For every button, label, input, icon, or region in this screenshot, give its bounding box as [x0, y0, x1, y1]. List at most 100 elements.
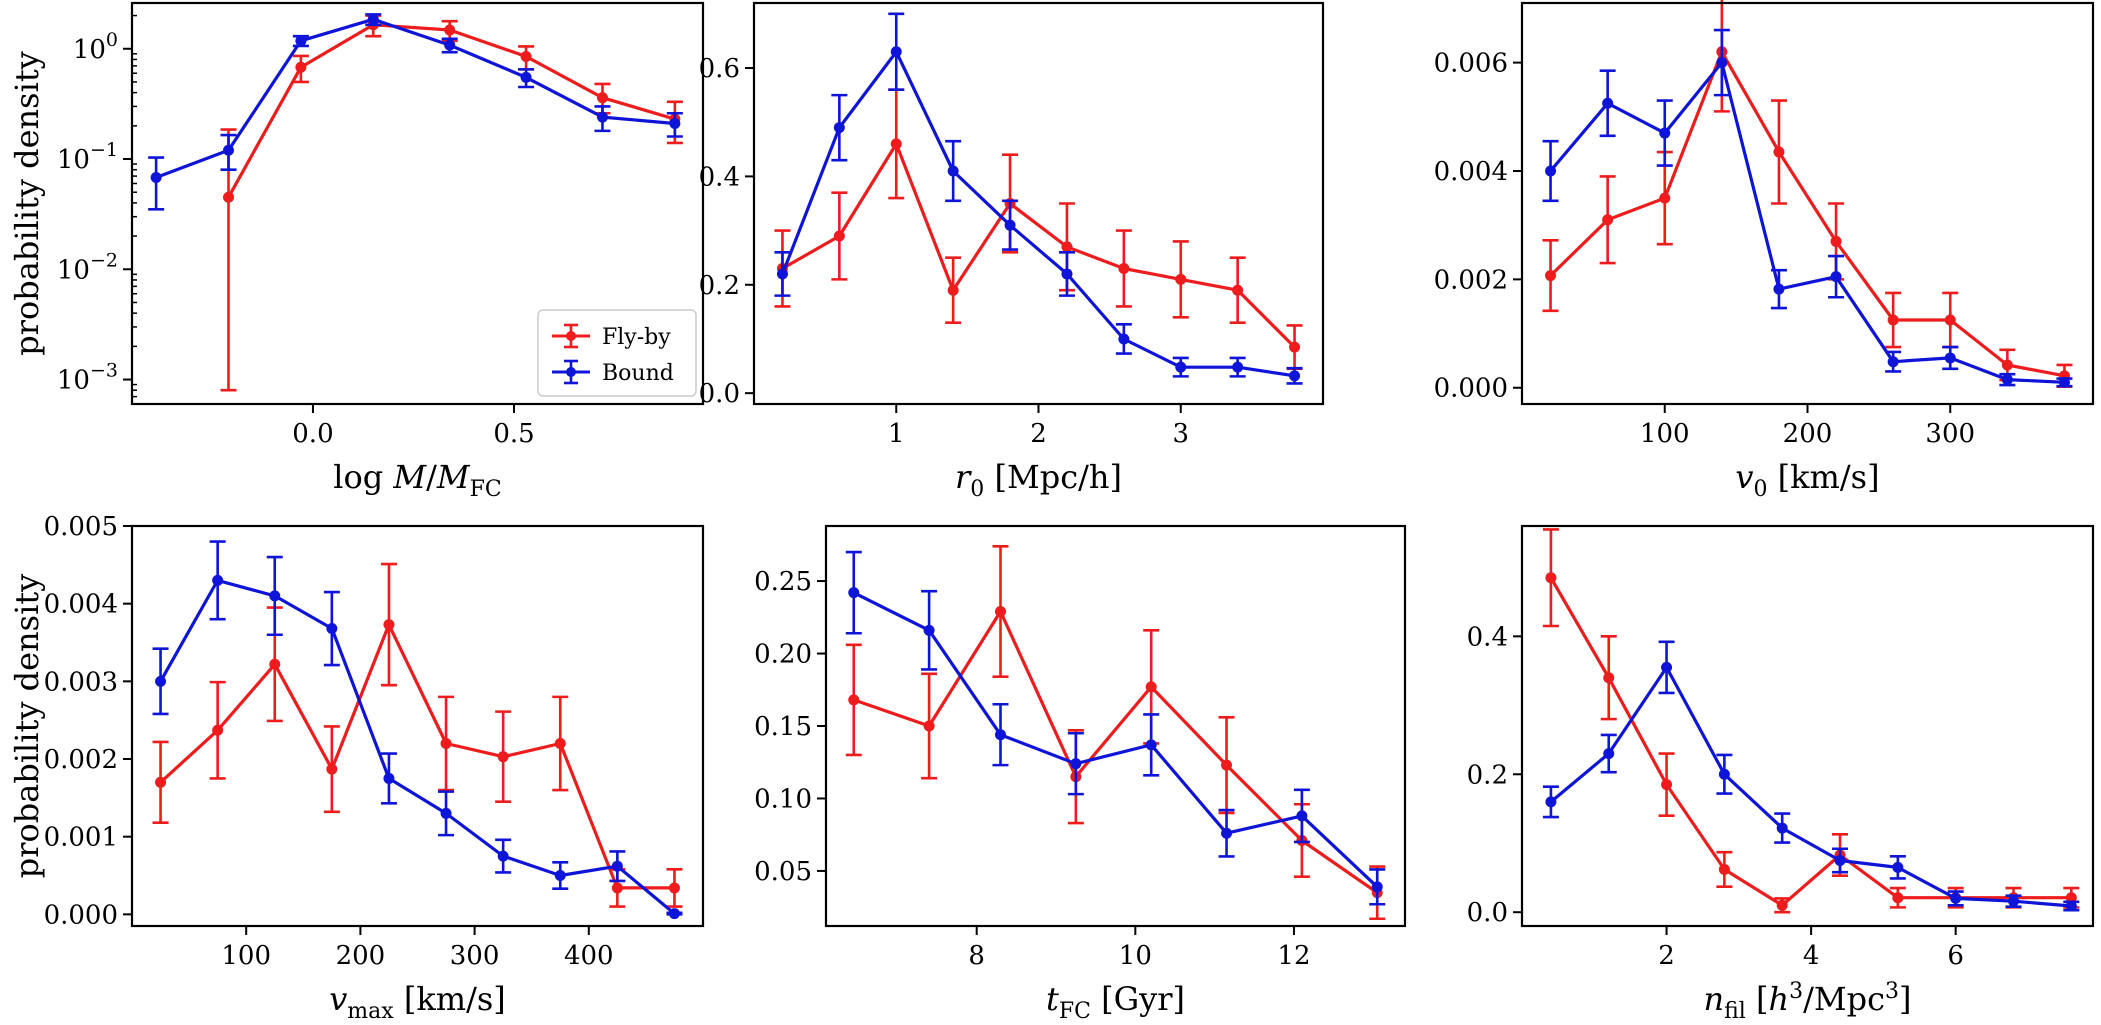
data-point — [1145, 739, 1157, 751]
data-point — [947, 165, 959, 177]
data-point — [1545, 165, 1557, 177]
legend: Fly-by Bound — [537, 309, 697, 397]
data-point — [1371, 881, 1383, 893]
subplot-3: 0.000 0.002 0.004 0.006 100 200 300 v0 [km/s] — [1434, 0, 2095, 502]
data-point — [497, 751, 509, 763]
y-tick-label: 0.4 — [1467, 622, 1508, 652]
axes-frame — [824, 524, 1407, 928]
legend-box — [537, 309, 697, 397]
subplot-1: 10−3 10−2 10−1 100 0.0 0.5 log M/MFC probabili… — [8, 1, 705, 502]
data-point — [1716, 57, 1728, 69]
series-line — [159, 622, 675, 890]
y-tick-label: 0.10 — [754, 784, 812, 814]
y-tick-label: 10−3 — [57, 360, 118, 396]
data-point — [1289, 370, 1301, 382]
series-bound — [1542, 28, 2073, 388]
data-point — [1887, 314, 1899, 326]
data-point — [1232, 361, 1244, 373]
data-point — [1834, 854, 1846, 866]
y-tick-label: 0.001 — [44, 823, 118, 853]
x-tick-label: 8 — [968, 941, 985, 971]
data-point — [1289, 341, 1301, 353]
y-tick-label: 0.6 — [699, 54, 740, 84]
series-line — [1549, 576, 2072, 907]
series-bound — [774, 12, 1303, 385]
data-point — [223, 144, 235, 156]
data-point — [669, 117, 681, 129]
y-tick-label: 100 — [73, 29, 118, 65]
axes-frame — [1520, 524, 2095, 928]
y-tick-label: 0.20 — [754, 640, 812, 670]
data-point — [2001, 359, 2013, 371]
data-point — [1892, 861, 1904, 873]
data-point — [212, 574, 224, 586]
series-line — [155, 17, 676, 179]
x-tick-label: 3 — [1172, 419, 1189, 449]
data-point — [1718, 768, 1730, 780]
data-point — [668, 908, 680, 920]
y-tick-label: 0.003 — [44, 667, 118, 697]
data-point — [1118, 263, 1130, 275]
x-tick-label: 2 — [1658, 941, 1675, 971]
data-point — [1718, 863, 1730, 875]
data-point — [150, 171, 162, 183]
data-point — [1950, 892, 1962, 904]
y-axis-label: probability density — [8, 574, 46, 879]
data-point — [947, 284, 959, 296]
legend-marker — [566, 331, 576, 341]
data-point — [1175, 273, 1187, 285]
data-point — [440, 807, 452, 819]
series-bound — [152, 540, 683, 920]
y-tick-label: 0.4 — [699, 162, 740, 192]
x-tick-label: 400 — [564, 941, 614, 971]
data-point — [890, 46, 902, 58]
data-point — [520, 51, 532, 63]
y-tick-label: 0.002 — [1434, 265, 1508, 295]
x-axis-label: log M/MFC — [333, 458, 502, 502]
data-point — [1221, 759, 1233, 771]
series-line — [781, 50, 1295, 378]
y-tick-label: 0.2 — [1467, 760, 1508, 790]
data-point — [440, 737, 452, 749]
legend-flyby: Fly-by — [552, 323, 671, 350]
data-point — [1830, 271, 1842, 283]
data-point — [1145, 681, 1157, 693]
data-point — [444, 39, 456, 51]
x-axis-label: nfil [h3/Mpc3] — [1703, 979, 1911, 1024]
axes-frame — [130, 1, 705, 406]
data-point — [1773, 283, 1785, 295]
axes-frame — [752, 1, 1325, 406]
subplot-4: 0.000 0.001 0.002 0.003 0.004 0.005 100 200 300 4… — [8, 512, 705, 1024]
data-point — [923, 720, 935, 732]
data-point — [1221, 827, 1233, 839]
data-point — [1175, 361, 1187, 373]
data-point — [269, 658, 281, 670]
data-point — [520, 71, 532, 83]
data-point — [383, 772, 395, 784]
data-point — [668, 882, 680, 894]
y-tick-label: 10−2 — [57, 249, 118, 285]
y-tick-label: 0.006 — [1434, 49, 1508, 79]
data-point — [554, 870, 566, 882]
data-point — [223, 191, 235, 203]
data-point — [2058, 376, 2070, 388]
x-axis-label: r0 [Mpc/h] — [955, 458, 1122, 502]
data-point — [1602, 214, 1614, 226]
data-point — [1061, 268, 1073, 280]
data-point — [497, 850, 509, 862]
series-line — [1549, 665, 2072, 908]
series-line — [853, 609, 1379, 895]
x-axis-label: v0 [km/s] — [1735, 458, 1879, 502]
data-point — [2007, 895, 2019, 907]
data-point — [2065, 900, 2077, 912]
data-point — [1659, 192, 1671, 204]
data-point — [994, 729, 1006, 741]
y-tick-label: 0.0 — [699, 379, 740, 409]
data-point — [1602, 97, 1614, 109]
series-line — [781, 142, 1296, 349]
y-tick-label: 0.2 — [699, 271, 740, 301]
data-point — [890, 138, 902, 150]
subplot-5: 0.05 0.10 0.15 0.20 0.25 8 10 12 tFC [Gyr] — [754, 524, 1407, 1024]
